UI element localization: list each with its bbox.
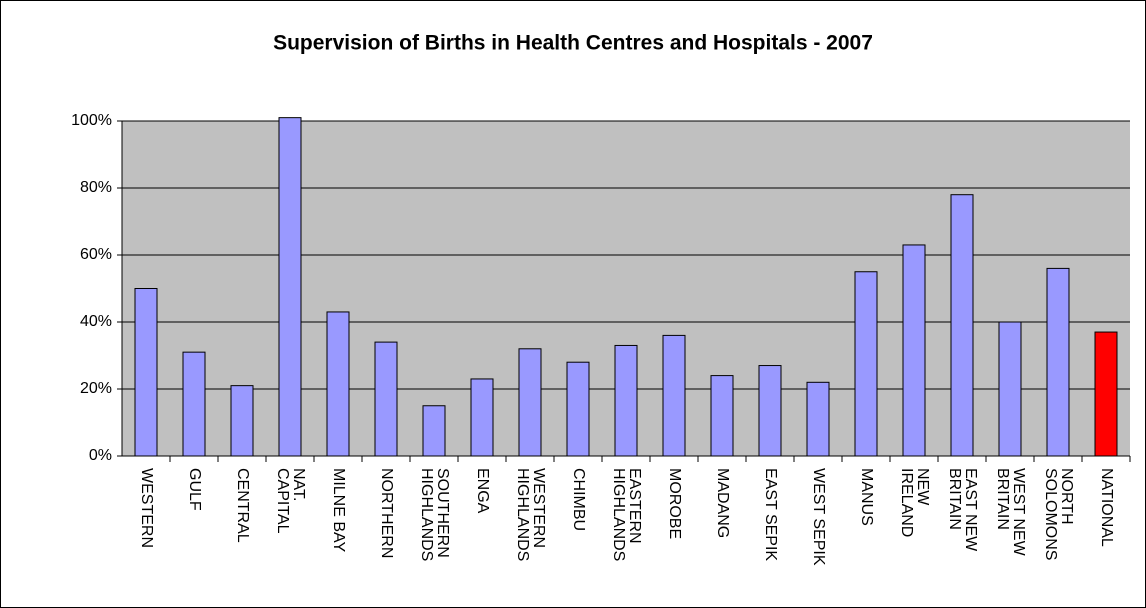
x-tick-label: MOROBE — [666, 468, 683, 539]
x-tick-label: EAST NEW — [962, 468, 979, 552]
x-tick-label: NEW — [914, 468, 931, 506]
x-tick-label: WEST SEPIK — [810, 468, 827, 566]
x-tick-label: WESTERN — [530, 468, 547, 548]
x-tick-label: NORTH — [1058, 468, 1075, 525]
chart-title: Supervision of Births in Health Centres … — [273, 32, 873, 55]
x-tick-label: SOUTHERN — [434, 468, 451, 558]
bar — [806, 381, 830, 457]
x-tick-label: BRITAIN — [994, 468, 1011, 530]
x-tick-label: SOLOMONS — [1042, 468, 1059, 560]
bar — [662, 334, 686, 457]
bar — [182, 351, 206, 457]
x-tick-label: HIGHLANDS — [610, 468, 627, 561]
bar — [998, 321, 1022, 457]
bar — [950, 194, 974, 457]
x-tick-label: WEST NEW — [1010, 468, 1027, 557]
bar — [422, 405, 446, 457]
bar — [134, 288, 158, 457]
bar — [230, 385, 254, 457]
bar — [854, 271, 878, 457]
x-tick-label: MILNE BAY — [330, 468, 347, 553]
bar — [326, 311, 350, 457]
x-tick-label: HIGHLANDS — [418, 468, 435, 561]
x-tick-label: CENTRAL — [234, 468, 251, 543]
x-tick-label: WESTERN — [138, 468, 155, 548]
bar — [614, 344, 638, 457]
bar — [566, 361, 590, 457]
x-tick-label: ENGA — [474, 468, 491, 514]
bar — [518, 348, 542, 457]
x-tick-label: BRITAIN — [946, 468, 963, 530]
bar — [1046, 267, 1070, 457]
x-tick-label: GULF — [186, 468, 203, 511]
x-tick-label: IRELAND — [898, 468, 915, 537]
bar — [758, 365, 782, 457]
x-tick-label: NAT. — [290, 468, 307, 501]
bar — [278, 117, 302, 457]
y-tick-label: 20% — [80, 380, 112, 397]
bar — [902, 244, 926, 457]
x-tick-label: MADANG — [714, 468, 731, 538]
x-tick-label: EAST SEPIK — [762, 468, 779, 561]
x-tick-label: CAPITAL — [274, 468, 291, 534]
x-tick-label: CHIMBU — [570, 468, 587, 531]
x-tick-label: MANUS — [858, 468, 875, 526]
x-tick-label: NORTHERN — [378, 468, 395, 558]
bar — [470, 378, 494, 457]
y-tick-label: 0% — [89, 447, 112, 464]
bar — [374, 341, 398, 457]
y-tick-label: 40% — [80, 313, 112, 330]
x-tick-label: EASTERN — [626, 468, 643, 544]
y-tick-label: 100% — [71, 112, 112, 129]
y-tick-label: 60% — [80, 246, 112, 263]
y-tick-label: 80% — [80, 179, 112, 196]
x-tick-label: NATIONAL — [1098, 468, 1115, 547]
bar — [1094, 331, 1118, 457]
bar — [710, 375, 734, 457]
x-tick-label: HIGHLANDS — [514, 468, 531, 561]
